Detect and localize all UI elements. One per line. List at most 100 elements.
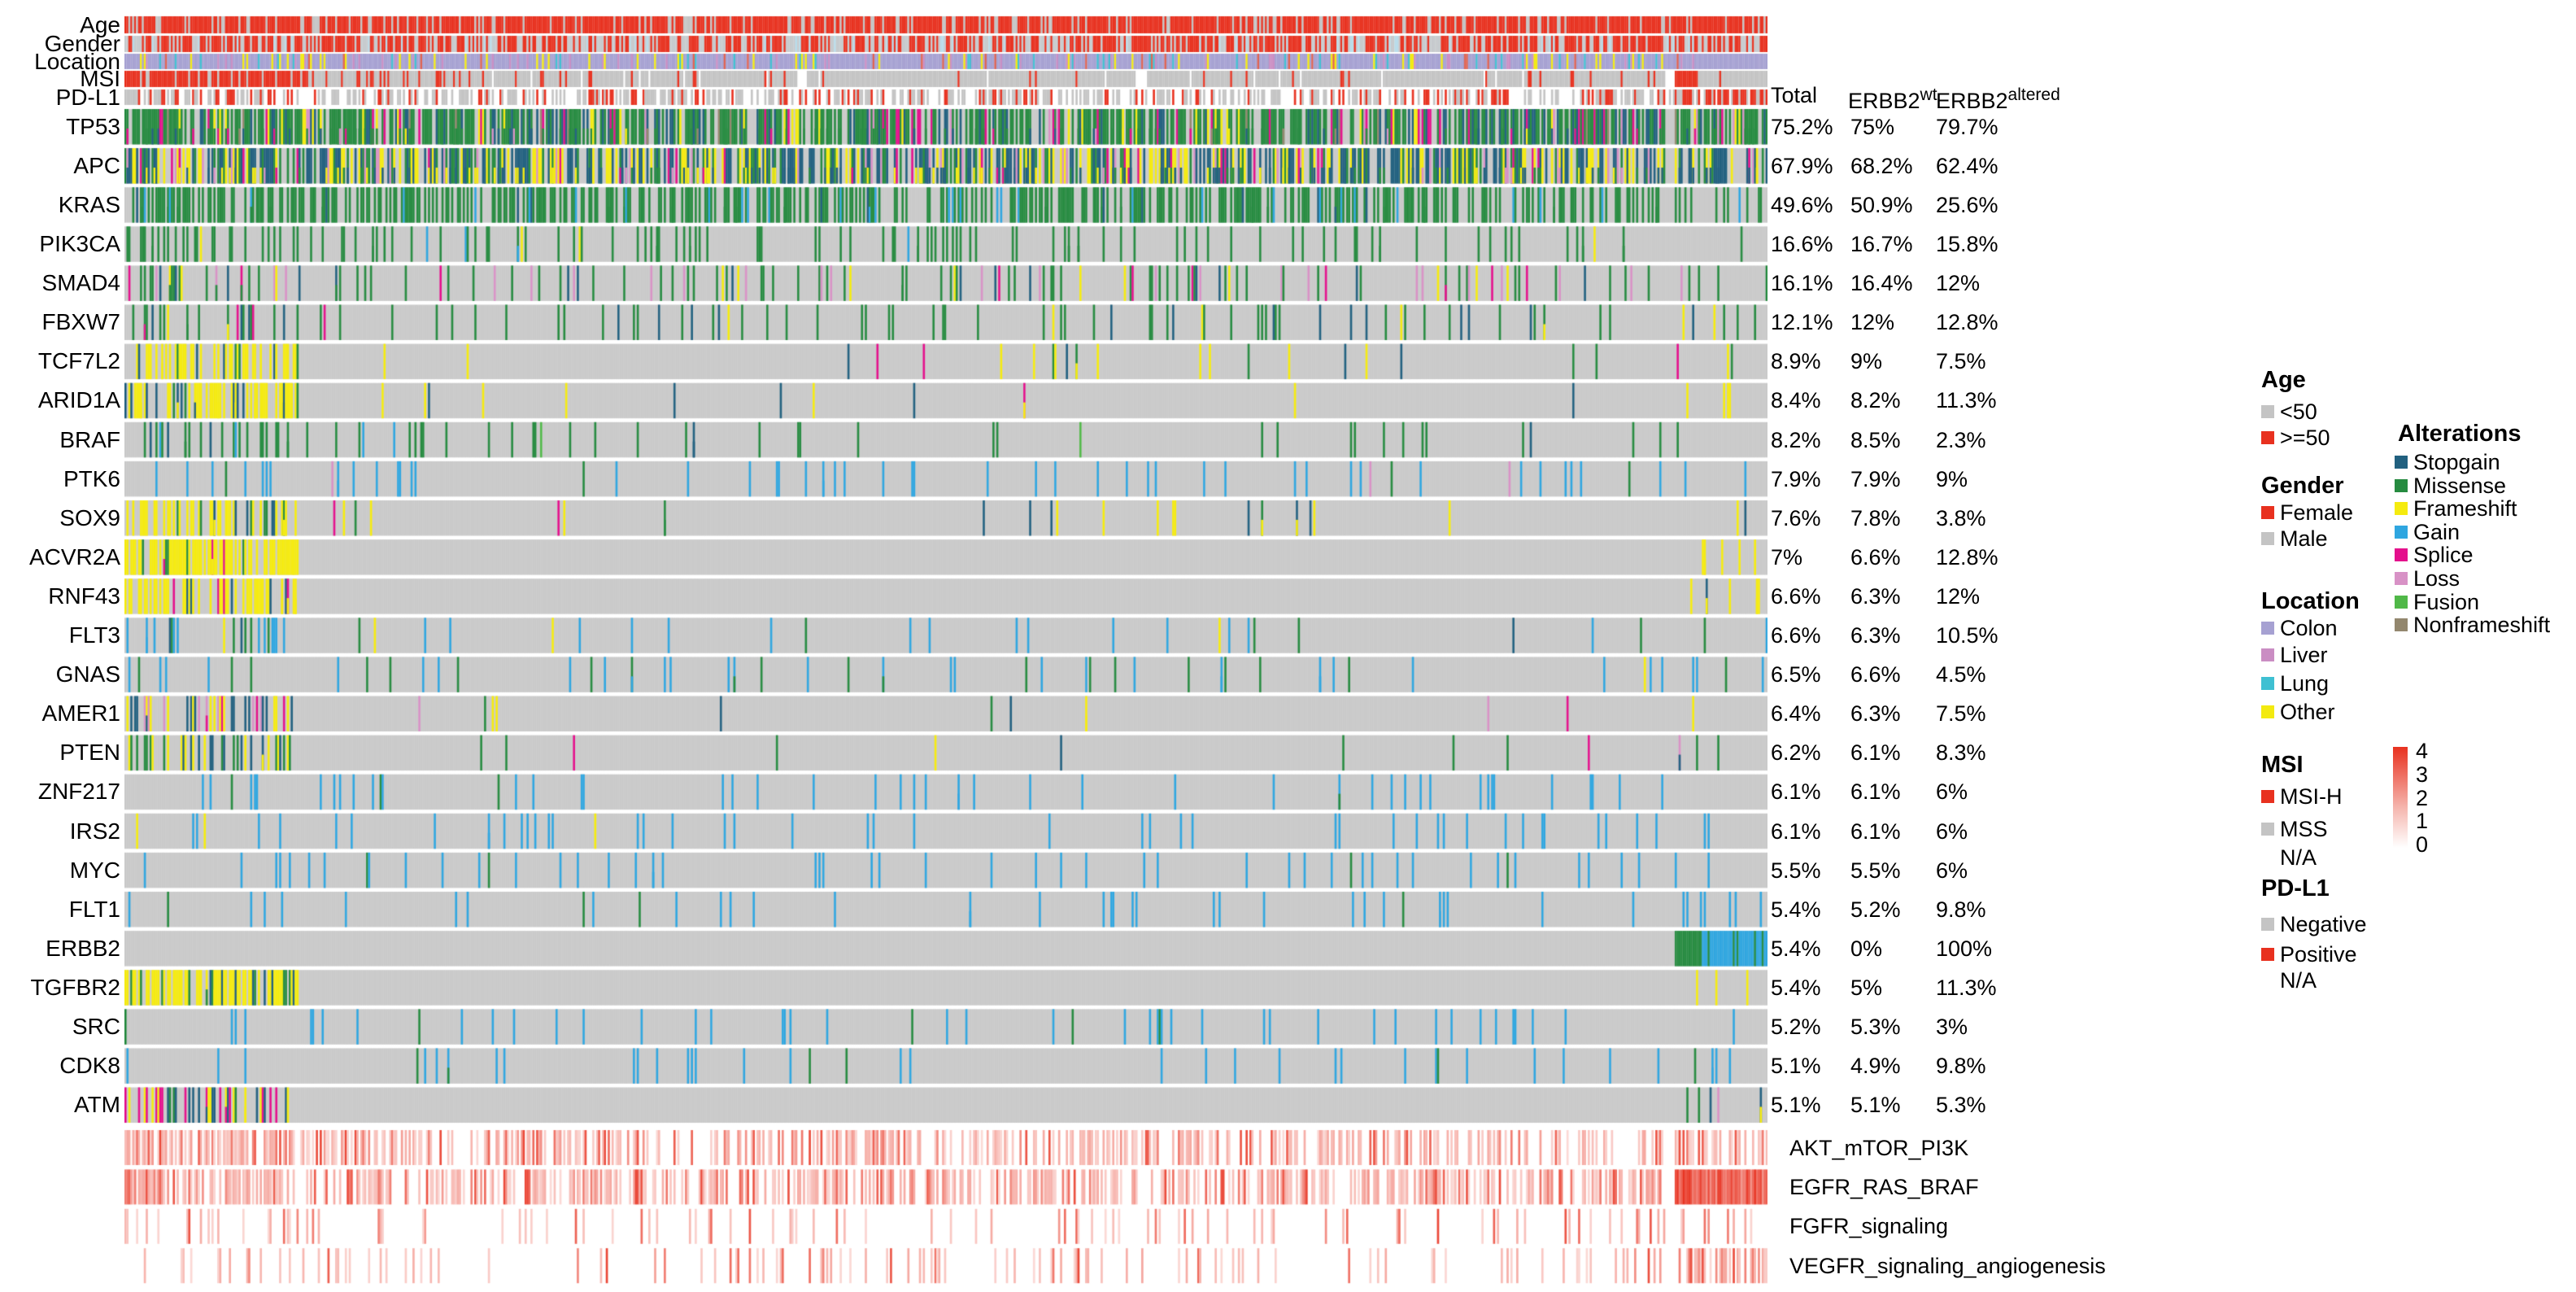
- col-header-total: Total: [1771, 83, 1818, 107]
- legend-item-liver: Liver: [2261, 644, 2328, 666]
- gene-label-arid1a: ARID1A: [37, 387, 120, 413]
- track-label-age: Age: [80, 11, 120, 37]
- legend-item-n-a: N/A: [2261, 846, 2317, 869]
- pct-total-kras: 49.6%: [1771, 192, 1833, 217]
- pct-erbb2-altered-rnf43: 12%: [1936, 583, 1981, 609]
- legend-header-gender: Gender: [2261, 473, 2344, 499]
- pct-erbb2-wt-ptk6: 7.9%: [1850, 466, 1901, 491]
- gene-label-atm: ATM: [73, 1092, 120, 1118]
- gene-label-pten: PTEN: [59, 740, 120, 766]
- legend-label: Lung: [2280, 671, 2330, 696]
- legend-item-lung: Lung: [2261, 672, 2329, 695]
- gene-label-tcf7l2: TCF7L2: [37, 348, 120, 374]
- legend-swatch-n-a: [2261, 974, 2274, 987]
- pct-total-cdk8: 5.1%: [1771, 1054, 1821, 1079]
- pct-erbb2-altered-erbb2: 100%: [1936, 936, 1993, 961]
- legend-swatch-frameshift: [2395, 502, 2408, 516]
- legend-item-frameshift: Frameshift: [2395, 497, 2517, 520]
- pct-erbb2-wt-amer1: 6.3%: [1850, 701, 1901, 727]
- pct-total-tgfbr2: 5.4%: [1771, 975, 1821, 1000]
- gene-label-rnf43: RNF43: [48, 583, 120, 609]
- pct-total-gnas: 6.5%: [1771, 662, 1821, 687]
- legend-swatch-n-a: [2261, 851, 2274, 864]
- legend-item-mss: MSS: [2261, 818, 2328, 840]
- pct-erbb2-wt-irs2: 6.1%: [1850, 818, 1901, 844]
- pct-erbb2-wt-smad4: 16.4%: [1850, 271, 1913, 296]
- gene-label-apc: APC: [73, 152, 120, 178]
- legend-swatch-negative: [2261, 918, 2274, 931]
- colorbar-tick-4: 4: [2416, 739, 2429, 763]
- pct-erbb2-altered-myc: 6%: [1936, 858, 1968, 883]
- pct-erbb2-wt-flt1: 5.2%: [1850, 897, 1901, 922]
- legend-swatch-nonframeshift: [2395, 618, 2408, 632]
- pct-erbb2-altered-pik3ca: 15.8%: [1936, 232, 1998, 257]
- pathway-label-fgfr_signaling: FGFR_signaling: [1789, 1214, 1949, 1239]
- pct-erbb2-altered-pten: 8.3%: [1936, 740, 1986, 766]
- legend-item-colon: Colon: [2261, 617, 2338, 639]
- pct-erbb2-wt-braf: 8.5%: [1850, 427, 1901, 452]
- legend-swatch-loss: [2395, 572, 2408, 585]
- pct-total-myc: 5.5%: [1771, 858, 1821, 883]
- colorbar-tick-0: 0: [2416, 832, 2429, 858]
- legend-item-n-a: N/A: [2261, 969, 2317, 992]
- legend-label: Fusion: [2413, 589, 2480, 614]
- legend-swatch-msi-h: [2261, 790, 2274, 803]
- pct-erbb2-altered-irs2: 6%: [1936, 818, 1968, 844]
- pct-erbb2-altered-acvr2a: 12.8%: [1936, 544, 1998, 570]
- legend-label: N/A: [2280, 968, 2317, 993]
- legend-label: Negative: [2280, 912, 2367, 936]
- pct-total-src: 5.2%: [1771, 1015, 1821, 1040]
- pct-erbb2-altered-braf: 2.3%: [1936, 427, 1986, 452]
- gene-label-flt3: FLT3: [68, 622, 120, 648]
- col-header-erbb2-wt: ERBB2wt: [1848, 83, 1937, 113]
- gene-label-tp53: TP53: [66, 113, 120, 139]
- gene-label-braf: BRAF: [59, 426, 120, 452]
- legend-label: Colon: [2280, 616, 2338, 640]
- legend-label: Male: [2280, 526, 2328, 551]
- legend-item-male: Male: [2261, 527, 2328, 550]
- pct-erbb2-wt-fbxw7: 12%: [1850, 310, 1895, 335]
- pct-erbb2-wt-rnf43: 6.3%: [1850, 583, 1901, 609]
- pct-total-znf217: 6.1%: [1771, 779, 1821, 805]
- pct-total-irs2: 6.1%: [1771, 818, 1821, 844]
- legend-header-msi: MSI: [2261, 752, 2304, 778]
- pct-erbb2-altered-arid1a: 11.3%: [1936, 388, 1997, 413]
- col-header-erbb2-altered-sup: altered: [2007, 85, 2060, 104]
- gene-label-acvr2a: ACVR2A: [28, 543, 120, 570]
- legend-label: Splice: [2413, 543, 2474, 568]
- legend-item-missense: Missense: [2395, 474, 2506, 497]
- legend-swatch-missense: [2395, 478, 2408, 492]
- pct-erbb2-wt-sox9: 7.8%: [1850, 505, 1901, 530]
- pct-erbb2-wt-pik3ca: 16.7%: [1850, 232, 1913, 257]
- pct-erbb2-wt-pten: 6.1%: [1850, 740, 1901, 766]
- pct-erbb2-altered-flt3: 10.5%: [1936, 623, 1998, 648]
- pct-erbb2-altered-znf217: 6%: [1936, 779, 1968, 805]
- pct-erbb2-altered-smad4: 12%: [1936, 271, 1981, 296]
- pct-erbb2-wt-cdk8: 4.9%: [1850, 1054, 1901, 1079]
- legend-label: Female: [2280, 500, 2354, 525]
- pathway-label-akt_mtor_pi3k: AKT_mTOR_PI3K: [1789, 1135, 1969, 1160]
- track-label-location: Location: [34, 48, 120, 74]
- legend-item-fusion: Fusion: [2395, 591, 2479, 613]
- pct-erbb2-altered-atm: 5.3%: [1936, 1093, 1986, 1118]
- legend-item-stopgain: Stopgain: [2395, 451, 2500, 474]
- pct-erbb2-wt-kras: 50.9%: [1850, 192, 1913, 217]
- gene-label-erbb2: ERBB2: [46, 935, 120, 961]
- pct-erbb2-wt-erbb2: 0%: [1850, 936, 1883, 961]
- pct-total-acvr2a: 7%: [1771, 544, 1803, 570]
- legend-swatch-splice: [2395, 548, 2408, 562]
- track-label-gender: Gender: [44, 31, 120, 56]
- pct-total-arid1a: 8.4%: [1771, 388, 1821, 413]
- track-label-pd-l1: PD-L1: [55, 84, 120, 110]
- gene-label-amer1: AMER1: [41, 701, 120, 727]
- pct-erbb2-wt-gnas: 6.6%: [1850, 662, 1901, 687]
- pct-erbb2-wt-flt3: 6.3%: [1850, 623, 1901, 648]
- pct-erbb2-altered-amer1: 7.5%: [1936, 701, 1986, 727]
- pct-total-pik3ca: 16.6%: [1771, 232, 1833, 257]
- oncoprint-canvas: [124, 0, 1767, 1292]
- pct-erbb2-altered-flt1: 9.8%: [1936, 897, 1986, 922]
- colorbar-tick-3: 3: [2416, 762, 2429, 787]
- legend-item-splice: Splice: [2395, 543, 2474, 566]
- legend-label: MSS: [2280, 817, 2328, 841]
- legend-item--50: >=50: [2261, 426, 2330, 449]
